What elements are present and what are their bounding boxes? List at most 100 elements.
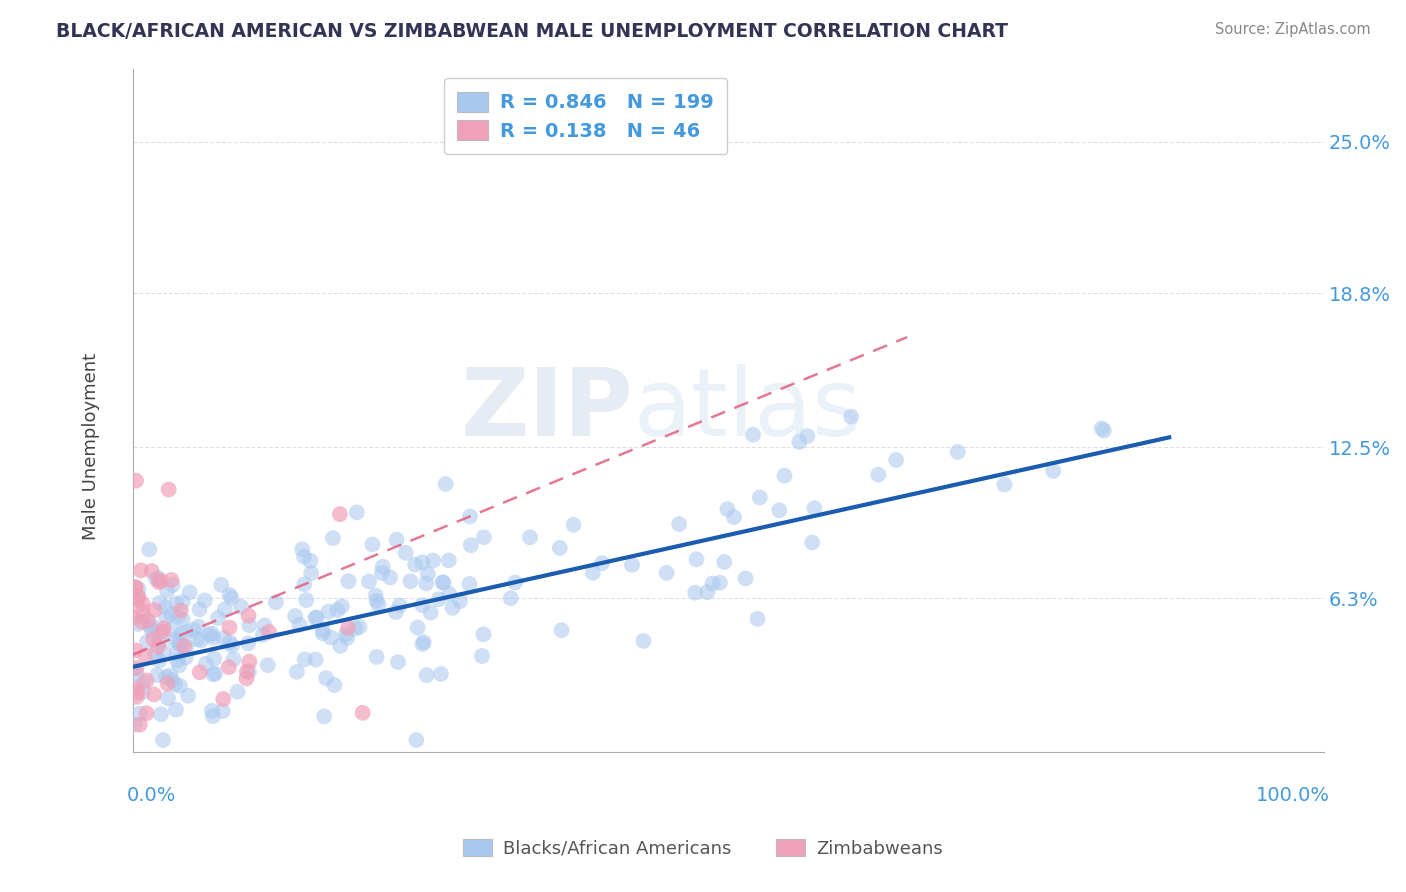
Point: [202, 651, 225, 665]
Point: [212, 631, 235, 645]
Text: ZIP: ZIP: [460, 365, 633, 457]
Point: [160, 673, 183, 687]
Point: [141, 619, 163, 633]
Point: [152, 621, 174, 635]
Point: [399, 574, 422, 589]
Point: [422, 553, 444, 567]
Point: [238, 655, 260, 669]
Point: [668, 517, 690, 532]
Point: [124, 580, 146, 594]
Point: [122, 662, 145, 676]
Point: [238, 618, 260, 632]
Point: [148, 654, 170, 668]
Point: [222, 652, 245, 666]
Point: [155, 611, 177, 625]
Point: [124, 643, 146, 657]
Point: [288, 617, 311, 632]
Point: [329, 639, 352, 653]
Point: [162, 578, 184, 592]
Point: [127, 590, 149, 604]
Point: [582, 566, 605, 580]
Text: atlas: atlas: [633, 365, 862, 457]
Point: [136, 614, 159, 628]
Point: [256, 658, 278, 673]
Point: [419, 606, 441, 620]
Point: [803, 501, 825, 516]
Point: [152, 733, 174, 747]
Point: [364, 589, 387, 603]
Point: [157, 483, 180, 497]
Point: [135, 706, 157, 721]
Point: [129, 563, 152, 577]
Point: [411, 598, 433, 612]
Point: [621, 558, 644, 572]
Point: [322, 531, 344, 545]
Point: [713, 555, 735, 569]
Point: [236, 665, 259, 679]
Point: [449, 594, 471, 608]
Point: [169, 679, 191, 693]
Point: [202, 667, 225, 681]
Point: [125, 667, 148, 681]
Point: [155, 599, 177, 614]
Point: [335, 627, 357, 641]
Point: [136, 635, 159, 649]
Point: [165, 703, 187, 717]
Point: [294, 652, 316, 666]
Point: [696, 585, 718, 599]
Point: [238, 608, 260, 623]
Point: [131, 597, 153, 611]
Point: [152, 624, 174, 639]
Point: [519, 530, 541, 544]
Point: [337, 574, 360, 589]
Point: [304, 652, 326, 666]
Point: [207, 611, 229, 625]
Point: [160, 607, 183, 621]
Point: [218, 635, 240, 649]
Point: [131, 604, 153, 618]
Point: [405, 733, 427, 747]
Point: [165, 677, 187, 691]
Point: [194, 657, 217, 671]
Point: [884, 453, 907, 467]
Point: [127, 590, 149, 604]
Point: [169, 658, 191, 673]
Point: [167, 610, 190, 624]
Point: [323, 678, 346, 692]
Point: [146, 668, 169, 682]
Point: [141, 564, 163, 578]
Point: [299, 554, 322, 568]
Point: [344, 622, 367, 636]
Point: [127, 685, 149, 699]
Point: [209, 578, 232, 592]
Point: [292, 577, 315, 591]
Text: Male Unemployment: Male Unemployment: [83, 352, 100, 540]
Point: [284, 609, 307, 624]
Point: [388, 599, 411, 613]
Point: [135, 673, 157, 688]
Point: [211, 704, 233, 718]
Point: [186, 632, 208, 647]
Point: [295, 593, 318, 607]
Point: [149, 596, 172, 610]
Point: [591, 556, 613, 570]
Point: [716, 502, 738, 516]
Point: [172, 595, 194, 609]
Point: [433, 575, 456, 590]
Point: [179, 585, 201, 599]
Point: [190, 633, 212, 648]
Point: [138, 542, 160, 557]
Point: [159, 668, 181, 682]
Point: [472, 627, 495, 641]
Point: [366, 649, 388, 664]
Point: [198, 627, 221, 641]
Point: [143, 603, 166, 617]
Point: [173, 639, 195, 653]
Point: [336, 631, 359, 645]
Point: [202, 631, 225, 645]
Point: [201, 704, 224, 718]
Point: [346, 505, 368, 519]
Point: [174, 624, 197, 639]
Point: [128, 717, 150, 731]
Point: [550, 624, 572, 638]
